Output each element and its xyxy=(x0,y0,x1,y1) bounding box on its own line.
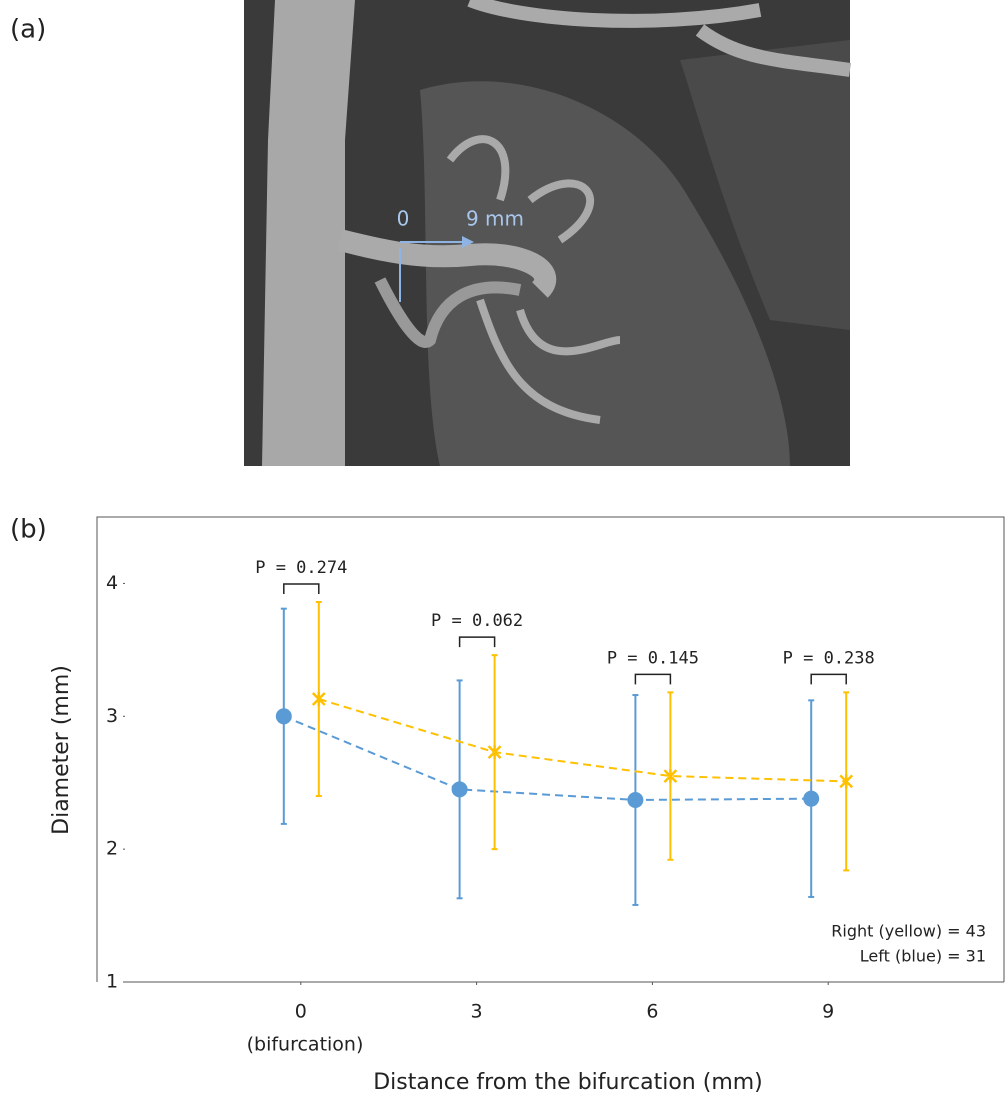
trend-line xyxy=(319,699,846,781)
panel-label: (a) xyxy=(10,15,46,45)
y-tick-label: 2 xyxy=(106,838,118,860)
p-label: P = 0.274 xyxy=(255,558,347,578)
chart-frame xyxy=(97,517,1004,982)
p-bracket xyxy=(460,637,495,647)
x-tick-label: 0 xyxy=(295,1001,307,1023)
x-tick-label: 9 xyxy=(822,1001,834,1023)
x-tick-label: 3 xyxy=(471,1001,483,1023)
y-tick-label: 1 xyxy=(106,971,118,993)
marker xyxy=(276,708,292,724)
marker xyxy=(803,791,819,807)
y-axis-label: Diameter (mm) xyxy=(49,665,74,835)
y-tick-label: 4 xyxy=(106,572,118,594)
figure: (a) 0 9 mm (b) Diameter (mm) Distance fr… xyxy=(0,0,1005,1101)
panel-label: (b) xyxy=(10,515,47,545)
marker xyxy=(313,692,325,706)
p-bracket xyxy=(284,584,319,594)
y-tick-label: 3 xyxy=(106,705,118,727)
legend-entry: Right (yellow) = 43 xyxy=(831,922,986,941)
angiogram: 0 9 mm xyxy=(244,0,850,466)
legend-entry: Left (blue) = 31 xyxy=(860,947,986,966)
p-bracket xyxy=(635,674,670,684)
start-label: 0 xyxy=(397,207,410,231)
p-bracket xyxy=(811,674,846,684)
x-axis-label: Distance from the bifurcation (mm) xyxy=(373,1070,763,1095)
x-tick-label: 6 xyxy=(646,1001,658,1023)
p-label: P = 0.062 xyxy=(431,611,523,631)
end-label: 9 mm xyxy=(466,207,524,231)
x-note: (bifurcation) xyxy=(247,1034,364,1056)
p-label: P = 0.145 xyxy=(607,648,699,668)
marker xyxy=(840,774,852,788)
marker xyxy=(627,792,643,808)
trend-line xyxy=(284,716,811,800)
p-label: P = 0.238 xyxy=(783,648,875,668)
marker xyxy=(452,781,468,797)
